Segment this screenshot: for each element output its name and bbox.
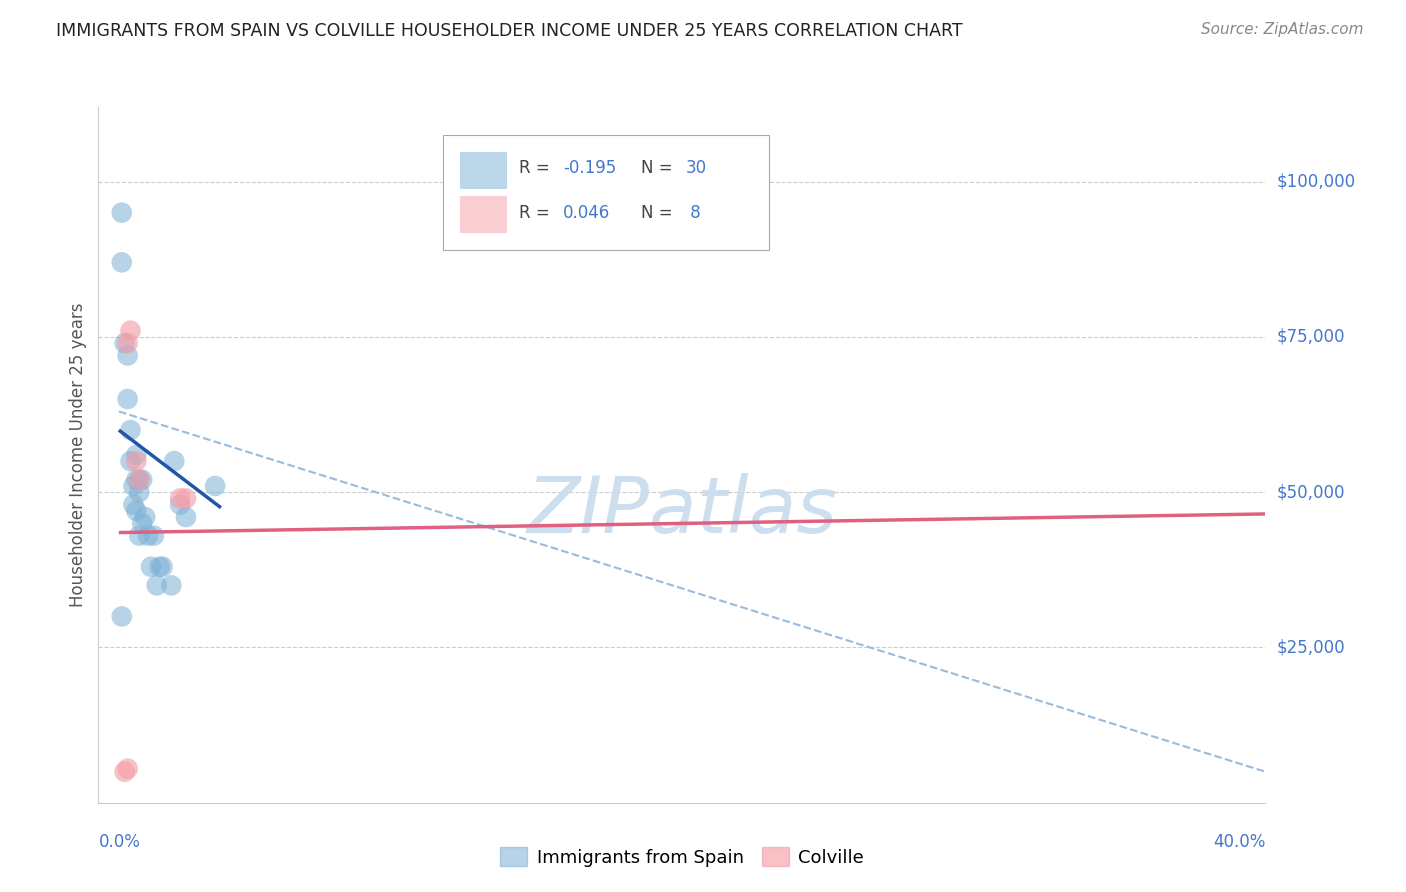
Text: 8: 8	[685, 203, 702, 222]
Point	[128, 473, 150, 487]
Text: $100,000: $100,000	[1277, 172, 1355, 191]
Legend: Immigrants from Spain, Colville: Immigrants from Spain, Colville	[494, 840, 870, 874]
Point	[111, 205, 134, 219]
Text: IMMIGRANTS FROM SPAIN VS COLVILLE HOUSEHOLDER INCOME UNDER 25 YEARS CORRELATION : IMMIGRANTS FROM SPAIN VS COLVILLE HOUSEH…	[56, 22, 963, 40]
Point	[174, 491, 197, 506]
Text: 0.0%: 0.0%	[98, 833, 141, 851]
FancyBboxPatch shape	[460, 196, 506, 232]
Point	[134, 510, 156, 524]
Point	[163, 454, 186, 468]
Point	[114, 336, 136, 351]
Y-axis label: Householder Income Under 25 years: Householder Income Under 25 years	[69, 302, 87, 607]
Point	[120, 324, 142, 338]
FancyBboxPatch shape	[443, 135, 769, 250]
Point	[204, 479, 226, 493]
Text: Source: ZipAtlas.com: Source: ZipAtlas.com	[1201, 22, 1364, 37]
Point	[128, 485, 150, 500]
Point	[131, 516, 153, 531]
Point	[128, 473, 150, 487]
Text: N =: N =	[641, 160, 678, 178]
Point	[125, 448, 148, 462]
Point	[169, 491, 191, 506]
Point	[117, 336, 139, 351]
Point	[125, 454, 148, 468]
Text: ZIPatlas: ZIPatlas	[526, 473, 838, 549]
Text: $50,000: $50,000	[1277, 483, 1346, 501]
Point	[146, 578, 169, 592]
Text: $25,000: $25,000	[1277, 639, 1346, 657]
Point	[174, 510, 197, 524]
Point	[120, 454, 142, 468]
Point	[131, 473, 153, 487]
Text: N =: N =	[641, 203, 678, 222]
Text: 0.046: 0.046	[562, 203, 610, 222]
Point	[111, 255, 134, 269]
FancyBboxPatch shape	[460, 153, 506, 188]
Point	[111, 609, 134, 624]
Text: R =: R =	[519, 160, 554, 178]
Point	[125, 473, 148, 487]
Point	[128, 529, 150, 543]
Point	[117, 762, 139, 776]
Point	[122, 498, 145, 512]
Point	[139, 559, 162, 574]
Point	[125, 504, 148, 518]
Text: 30: 30	[685, 160, 707, 178]
Point	[160, 578, 183, 592]
Text: $75,000: $75,000	[1277, 328, 1346, 346]
Text: 40.0%: 40.0%	[1213, 833, 1265, 851]
Point	[152, 559, 174, 574]
Point	[122, 479, 145, 493]
Point	[136, 529, 159, 543]
Point	[169, 498, 191, 512]
Point	[120, 423, 142, 437]
Point	[114, 764, 136, 779]
Point	[142, 529, 165, 543]
Point	[117, 392, 139, 406]
Point	[117, 349, 139, 363]
Text: R =: R =	[519, 203, 554, 222]
Text: -0.195: -0.195	[562, 160, 616, 178]
Point	[149, 559, 172, 574]
